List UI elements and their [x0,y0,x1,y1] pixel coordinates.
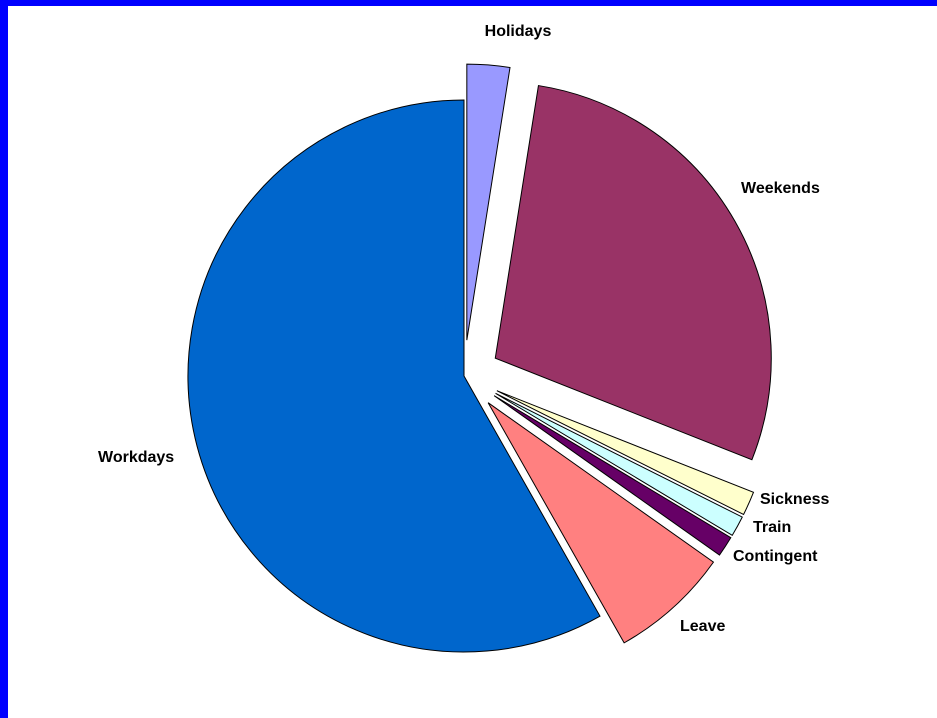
slice-label-holidays: Holidays [485,23,552,40]
pie-chart: Holidays Weekends Sickness Train Contingent L… [98,23,829,653]
slice-label-workdays: Workdays [98,449,174,466]
slice-label-weekends: Weekends [741,180,820,197]
slice-label-contingent: Contingent [733,548,818,565]
slice-label-train: Train [753,519,791,536]
pie-slice-sickness [496,390,755,516]
pie-slice-workdays [187,99,601,653]
pie-slice-train [495,392,743,537]
pie-slice-leave [487,402,715,644]
pie-slice-weekends [494,84,772,461]
slice-label-sickness: Sickness [760,491,829,508]
slice-label-leave: Leave [680,618,725,635]
pie-slice-contingent [493,395,732,556]
pie-slice-holidays [466,63,511,341]
chart-area: Holidays Weekends Sickness Train Contingent L… [8,6,937,718]
